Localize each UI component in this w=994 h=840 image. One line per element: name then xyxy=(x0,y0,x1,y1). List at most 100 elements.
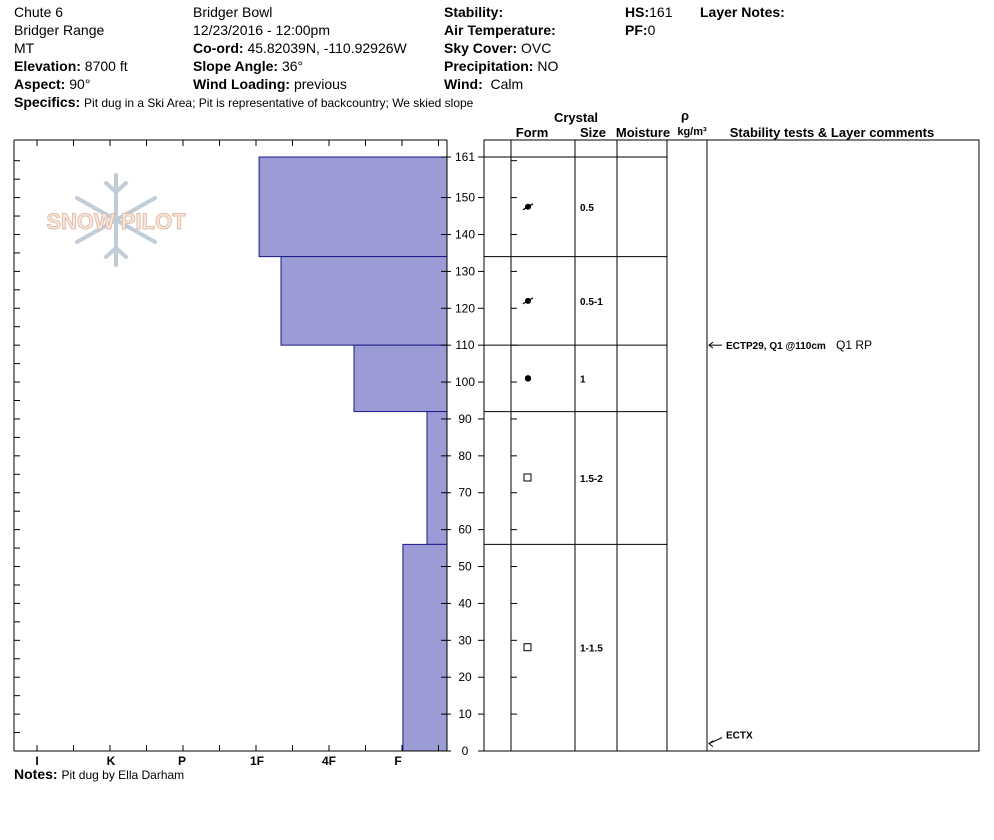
hs-label: HS: xyxy=(625,4,650,20)
depth-label-130: 130 xyxy=(455,264,475,278)
wind-value: Calm xyxy=(490,76,524,92)
sky-cover-value: OVC xyxy=(521,40,552,56)
test-arrowhead-1 xyxy=(708,740,714,748)
snowpilot-logo: SNOW PILOT xyxy=(46,173,187,267)
depth-label-70: 70 xyxy=(458,486,472,500)
mountain-range: Bridger Range xyxy=(14,22,105,38)
air-temp-label: Air Temperature: xyxy=(444,22,556,38)
depth-label-50: 50 xyxy=(458,560,472,574)
crystal-size-0: 0.5 xyxy=(580,203,594,214)
sky-cover-row: Sky Cover: OVC xyxy=(444,39,551,57)
depth-label-120: 120 xyxy=(455,301,475,315)
crystal-size-2: 1 xyxy=(580,374,586,385)
coord-label: Co-ord: xyxy=(193,40,244,56)
aspect-value: 90° xyxy=(69,76,91,92)
stability-row: Stability: xyxy=(444,3,503,21)
precip-label: Precipitation: xyxy=(444,58,534,74)
facet-symbol-3 xyxy=(523,473,532,482)
depth-label-100: 100 xyxy=(455,375,475,389)
elevation-label: Elevation: xyxy=(14,58,81,74)
state: MT xyxy=(14,40,35,56)
layer-notes-label: Layer Notes: xyxy=(700,4,785,20)
hs-row: HS:161 xyxy=(625,3,672,21)
hs-value: 161 xyxy=(649,4,673,20)
pf-label: PF: xyxy=(625,22,648,38)
air-temp-row: Air Temperature: xyxy=(444,21,556,39)
depth-label-150: 150 xyxy=(455,191,475,205)
stability-label: Stability: xyxy=(444,4,504,20)
rounds-symbol-2 xyxy=(524,375,532,382)
crystal-header: Crystal xyxy=(554,110,598,125)
rho-header: ρ xyxy=(681,108,689,123)
depth-label-40: 40 xyxy=(458,596,472,610)
specifics-row: Specifics: Pit dug in a Ski Area; Pit is… xyxy=(14,93,473,112)
pf-row: PF:0 xyxy=(625,21,655,39)
depth-label-30: 30 xyxy=(458,633,472,647)
form-header: Form xyxy=(516,125,549,140)
hardness-bar-0 xyxy=(258,156,448,258)
depth-label-90: 90 xyxy=(458,412,472,426)
precip-row: Precipitation: NO xyxy=(444,57,558,75)
precip-value: NO xyxy=(537,58,559,74)
depth-label-110: 110 xyxy=(455,338,474,352)
stability-test-extra-0: Q1 RP xyxy=(836,338,872,352)
logo-text: SNOW PILOT xyxy=(46,209,186,234)
depth-label-161: 161 xyxy=(455,150,475,164)
aspect-row: Aspect: 90° xyxy=(14,75,90,93)
coord-row: Co-ord: 45.82039N, -110.92926W xyxy=(193,39,407,57)
notes-row: Notes: Pit dug by Ella Darham xyxy=(14,765,184,784)
wind-label: Wind: xyxy=(444,76,483,92)
hardness-bar-4 xyxy=(402,543,448,752)
moisture-header: Moisture xyxy=(616,125,670,140)
hardness-label-1F: 1F xyxy=(250,754,264,768)
depth-label-0: 0 xyxy=(462,744,469,758)
slope-value: 36° xyxy=(281,58,304,74)
wind-loading-label: Wind Loading: xyxy=(193,76,291,92)
crystal-size-3: 1.5-2 xyxy=(580,474,603,485)
rounding-faceted-stroke-0 xyxy=(522,203,534,211)
specifics-label: Specifics: xyxy=(14,94,81,110)
depth-label-80: 80 xyxy=(458,449,472,463)
hardness-label-K: K xyxy=(107,754,116,768)
hardness-bars xyxy=(258,156,448,752)
wind-loading-value: previous xyxy=(293,76,347,92)
table-frame xyxy=(483,139,980,752)
location-name: Chute 6 xyxy=(14,4,64,20)
pf-value: 0 xyxy=(647,22,656,38)
specifics-value: Pit dug in a Ski Area; Pit is representa… xyxy=(84,96,474,110)
hardness-label-F: F xyxy=(394,754,401,768)
facet-symbol-4 xyxy=(523,643,532,652)
test-arrowhead-0 xyxy=(708,341,714,349)
hardness-label-4F: 4F xyxy=(322,754,336,768)
depth-label-10: 10 xyxy=(458,707,472,721)
elevation-value: 8700 ft xyxy=(84,58,128,74)
density-unit-header: kg/m³ xyxy=(677,126,707,138)
notes-label: Notes: xyxy=(14,766,58,782)
wind-loading-row: Wind Loading: previous xyxy=(193,75,347,93)
hardness-bar-1 xyxy=(280,256,448,346)
depth-label-20: 20 xyxy=(458,670,472,684)
hardness-label-I: I xyxy=(35,754,38,768)
depth-label-60: 60 xyxy=(458,523,472,537)
rounding-faceted-stroke-1 xyxy=(522,297,534,305)
date-time: 12/23/2016 - 12:00pm xyxy=(193,22,330,38)
stability-tests-header: Stability tests & Layer comments xyxy=(730,125,934,140)
slope-row: Slope Angle: 36° xyxy=(193,57,303,75)
wind-row: Wind: Calm xyxy=(444,75,523,93)
crystal-size-1: 0.5-1 xyxy=(580,297,603,308)
coord-value: 45.82039N, -110.92926W xyxy=(247,40,407,56)
slope-label: Slope Angle: xyxy=(193,58,279,74)
elevation-row: Elevation: 8700 ft xyxy=(14,57,128,75)
layer-notes-heading: Layer Notes: xyxy=(700,3,785,21)
hardness-bar-2 xyxy=(353,344,448,413)
depth-label-140: 140 xyxy=(455,227,475,241)
stability-test-label-0: ECTP29, Q1 @110cm xyxy=(726,341,826,352)
size-header: Size xyxy=(580,125,606,140)
crystal-size-4: 1-1.5 xyxy=(580,644,603,655)
hardness-label-P: P xyxy=(178,754,186,768)
hardness-bar-3 xyxy=(426,411,448,545)
aspect-label: Aspect: xyxy=(14,76,66,92)
sky-cover-label: Sky Cover: xyxy=(444,40,518,56)
stability-test-label-1: ECTX xyxy=(726,731,753,742)
